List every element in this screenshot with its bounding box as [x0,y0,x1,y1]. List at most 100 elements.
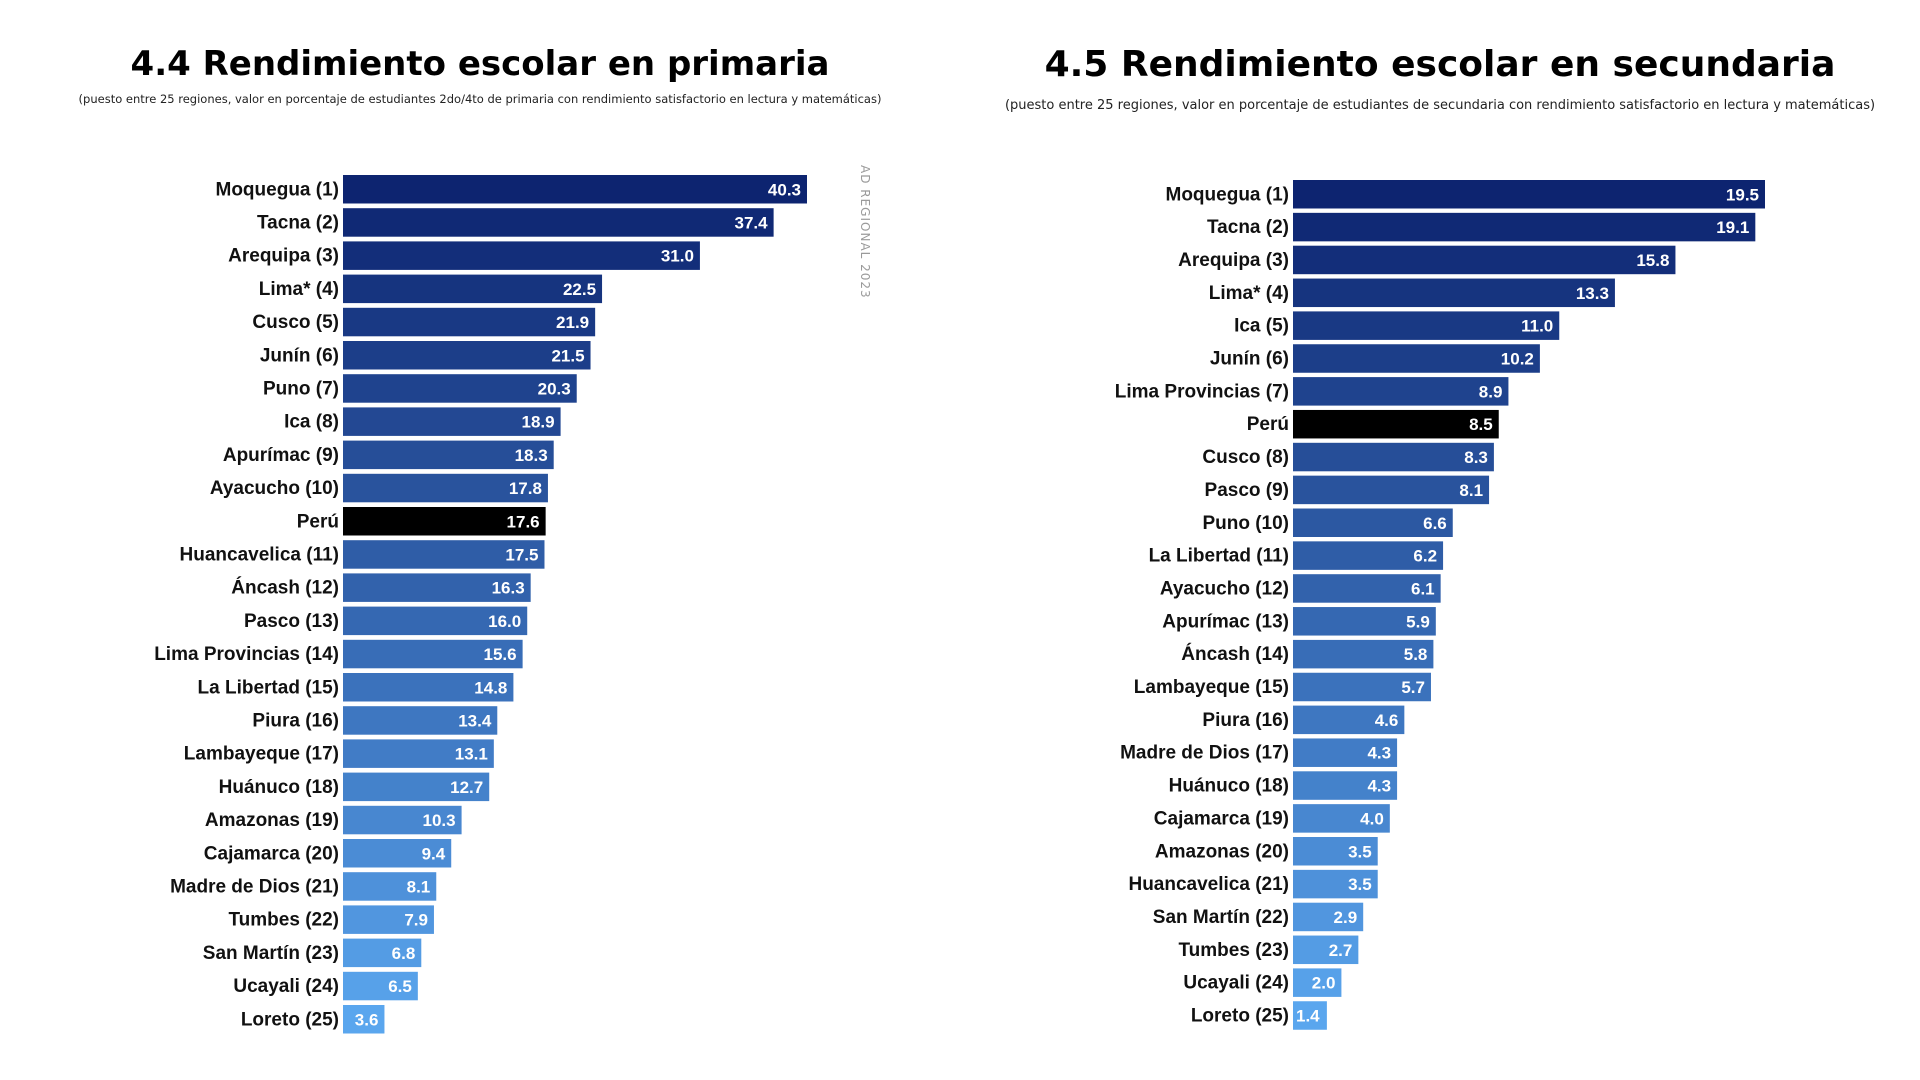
bar [343,772,490,802]
category-label: Pasco (9) [1205,480,1289,501]
value-label: 20.3 [538,379,571,398]
value-label: 16.0 [488,612,521,631]
bar [1293,180,1765,209]
category-label: Piura (16) [1202,710,1289,731]
category-label: Madre de Dios (21) [170,876,339,897]
bar [1293,968,1342,997]
category-label: Ica (5) [1234,316,1289,337]
category-label: Huánuco (18) [1169,776,1289,797]
bar [1293,902,1364,932]
bar [1293,442,1494,472]
bar [343,1005,385,1034]
value-label: 4.3 [1367,777,1391,796]
bar [1293,311,1560,340]
category-label: Junín (6) [1210,349,1289,370]
bar [1293,771,1398,800]
value-label: 6.2 [1413,547,1437,566]
chart-title: 4.5 Rendimiento escolar en secundaria [1044,44,1836,85]
bar [1293,475,1490,505]
bar [1293,212,1756,242]
value-label: 13.4 [458,711,492,730]
value-label: 3.6 [355,1010,379,1029]
value-label: 3.5 [1348,875,1372,894]
bar [343,905,434,934]
bar [343,706,498,735]
chart-panel-secundaria: 4.5 Rendimiento escolar en secundaria (p… [960,0,1920,1080]
category-label: Piura (16) [252,710,339,731]
value-label: 7.9 [404,911,428,930]
value-label: 11.0 [1521,317,1553,336]
bar [1293,705,1405,735]
value-label: 4.3 [1367,744,1391,763]
category-label: Tumbes (23) [1178,940,1289,961]
category-label: Áncash (14) [1181,643,1289,665]
category-label: Moquegua (1) [1166,184,1290,205]
bar [343,440,554,470]
value-label: 40.3 [768,180,801,199]
category-label: Cajamarca (20) [204,843,339,864]
category-label: San Martín (23) [203,943,339,964]
bar [1293,639,1434,669]
bar [343,872,437,901]
category-label: Ica (8) [284,412,339,433]
category-label: Perú [1247,414,1289,435]
bar [343,208,774,237]
category-label: Amazonas (19) [205,810,339,831]
value-label: 8.9 [1479,382,1503,401]
bar [1293,377,1509,406]
value-label: 13.1 [455,745,488,764]
value-label: 6.5 [388,977,412,996]
category-label: Huánuco (18) [219,777,339,798]
bar [1293,738,1398,767]
category-label: Apurímac (9) [223,445,339,466]
value-label: 2.7 [1329,941,1353,960]
bar [1293,574,1441,603]
value-label: 21.9 [556,313,589,332]
bar [1293,344,1540,373]
category-label: Puno (7) [263,378,339,399]
category-label: Tacna (2) [1207,217,1289,238]
value-label: 19.1 [1716,218,1749,237]
bar [1293,869,1378,899]
category-label: Tacna (2) [257,212,339,233]
bar [343,374,577,403]
bar [1293,935,1359,965]
category-label: Lambayeque (15) [1134,677,1289,698]
value-label: 4.0 [1360,809,1384,828]
value-label: 19.5 [1726,185,1759,204]
side-note: AD REGIONAL 2023 [858,165,872,299]
bar [343,175,807,204]
value-label: 17.5 [505,545,538,564]
category-label: Cajamarca (19) [1154,808,1289,829]
category-label: Ucayali (24) [1183,973,1289,994]
category-label: Apurímac (13) [1162,611,1289,632]
category-label: Lima* (4) [259,279,339,300]
value-label: 8.3 [1464,448,1488,467]
value-label: 5.8 [1404,645,1428,664]
bar [1293,508,1453,537]
bar [343,540,545,569]
value-label: 13.3 [1576,284,1609,303]
value-label: 14.8 [474,678,507,697]
category-label: Loreto (25) [1191,1006,1289,1027]
chart-title: 4.4 Rendimiento escolar en primaria [130,44,830,84]
chart-subtitle: (puesto entre 25 regiones, valor en porc… [1004,98,1876,113]
bar [343,573,531,602]
bar [343,971,418,1001]
value-label: 37.4 [735,213,769,232]
category-label: Tumbes (22) [228,910,339,931]
value-label: 2.0 [1312,974,1336,993]
bar [1293,672,1431,702]
bar [343,606,528,636]
bar [1293,541,1444,570]
category-label: Junín (6) [260,345,339,366]
category-label: Lambayeque (17) [184,744,339,765]
category-label: Puno (10) [1202,513,1289,534]
category-label: Ayacucho (12) [1160,578,1289,599]
bar [343,938,422,968]
category-label: Lima Provincias (14) [154,644,339,665]
bar [343,673,514,702]
bar [343,639,523,669]
bar [1293,837,1378,866]
bar [343,839,452,868]
